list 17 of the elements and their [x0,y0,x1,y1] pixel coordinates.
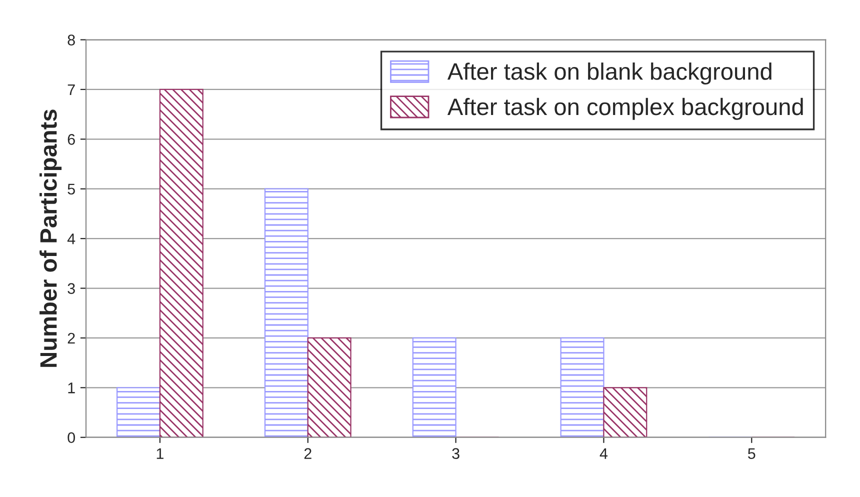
y-tick-label: 3 [68,283,75,294]
y-tick-label: 4 [67,234,76,244]
legend-label: After task on blank background [447,62,772,85]
y-axis-title: Number of Participants [40,110,62,367]
y-tick-label: 6 [68,134,75,145]
y-tick-label: 1 [68,382,75,394]
x-tick-label: 2 [304,448,312,459]
y-tick-label: 8 [68,34,75,46]
y-tick-label: 2 [68,332,75,344]
x-tick-label: 4 [600,448,608,459]
x-tick-label: 5 [748,448,756,459]
y-tick-label: 5 [68,184,75,195]
y-tick-label: 0 [68,432,75,444]
x-tick-label: 3 [452,448,460,459]
legend-label: After task on complex background [447,98,803,120]
y-tick-label: 7 [68,84,75,95]
x-tick-label: 1 [156,448,164,459]
